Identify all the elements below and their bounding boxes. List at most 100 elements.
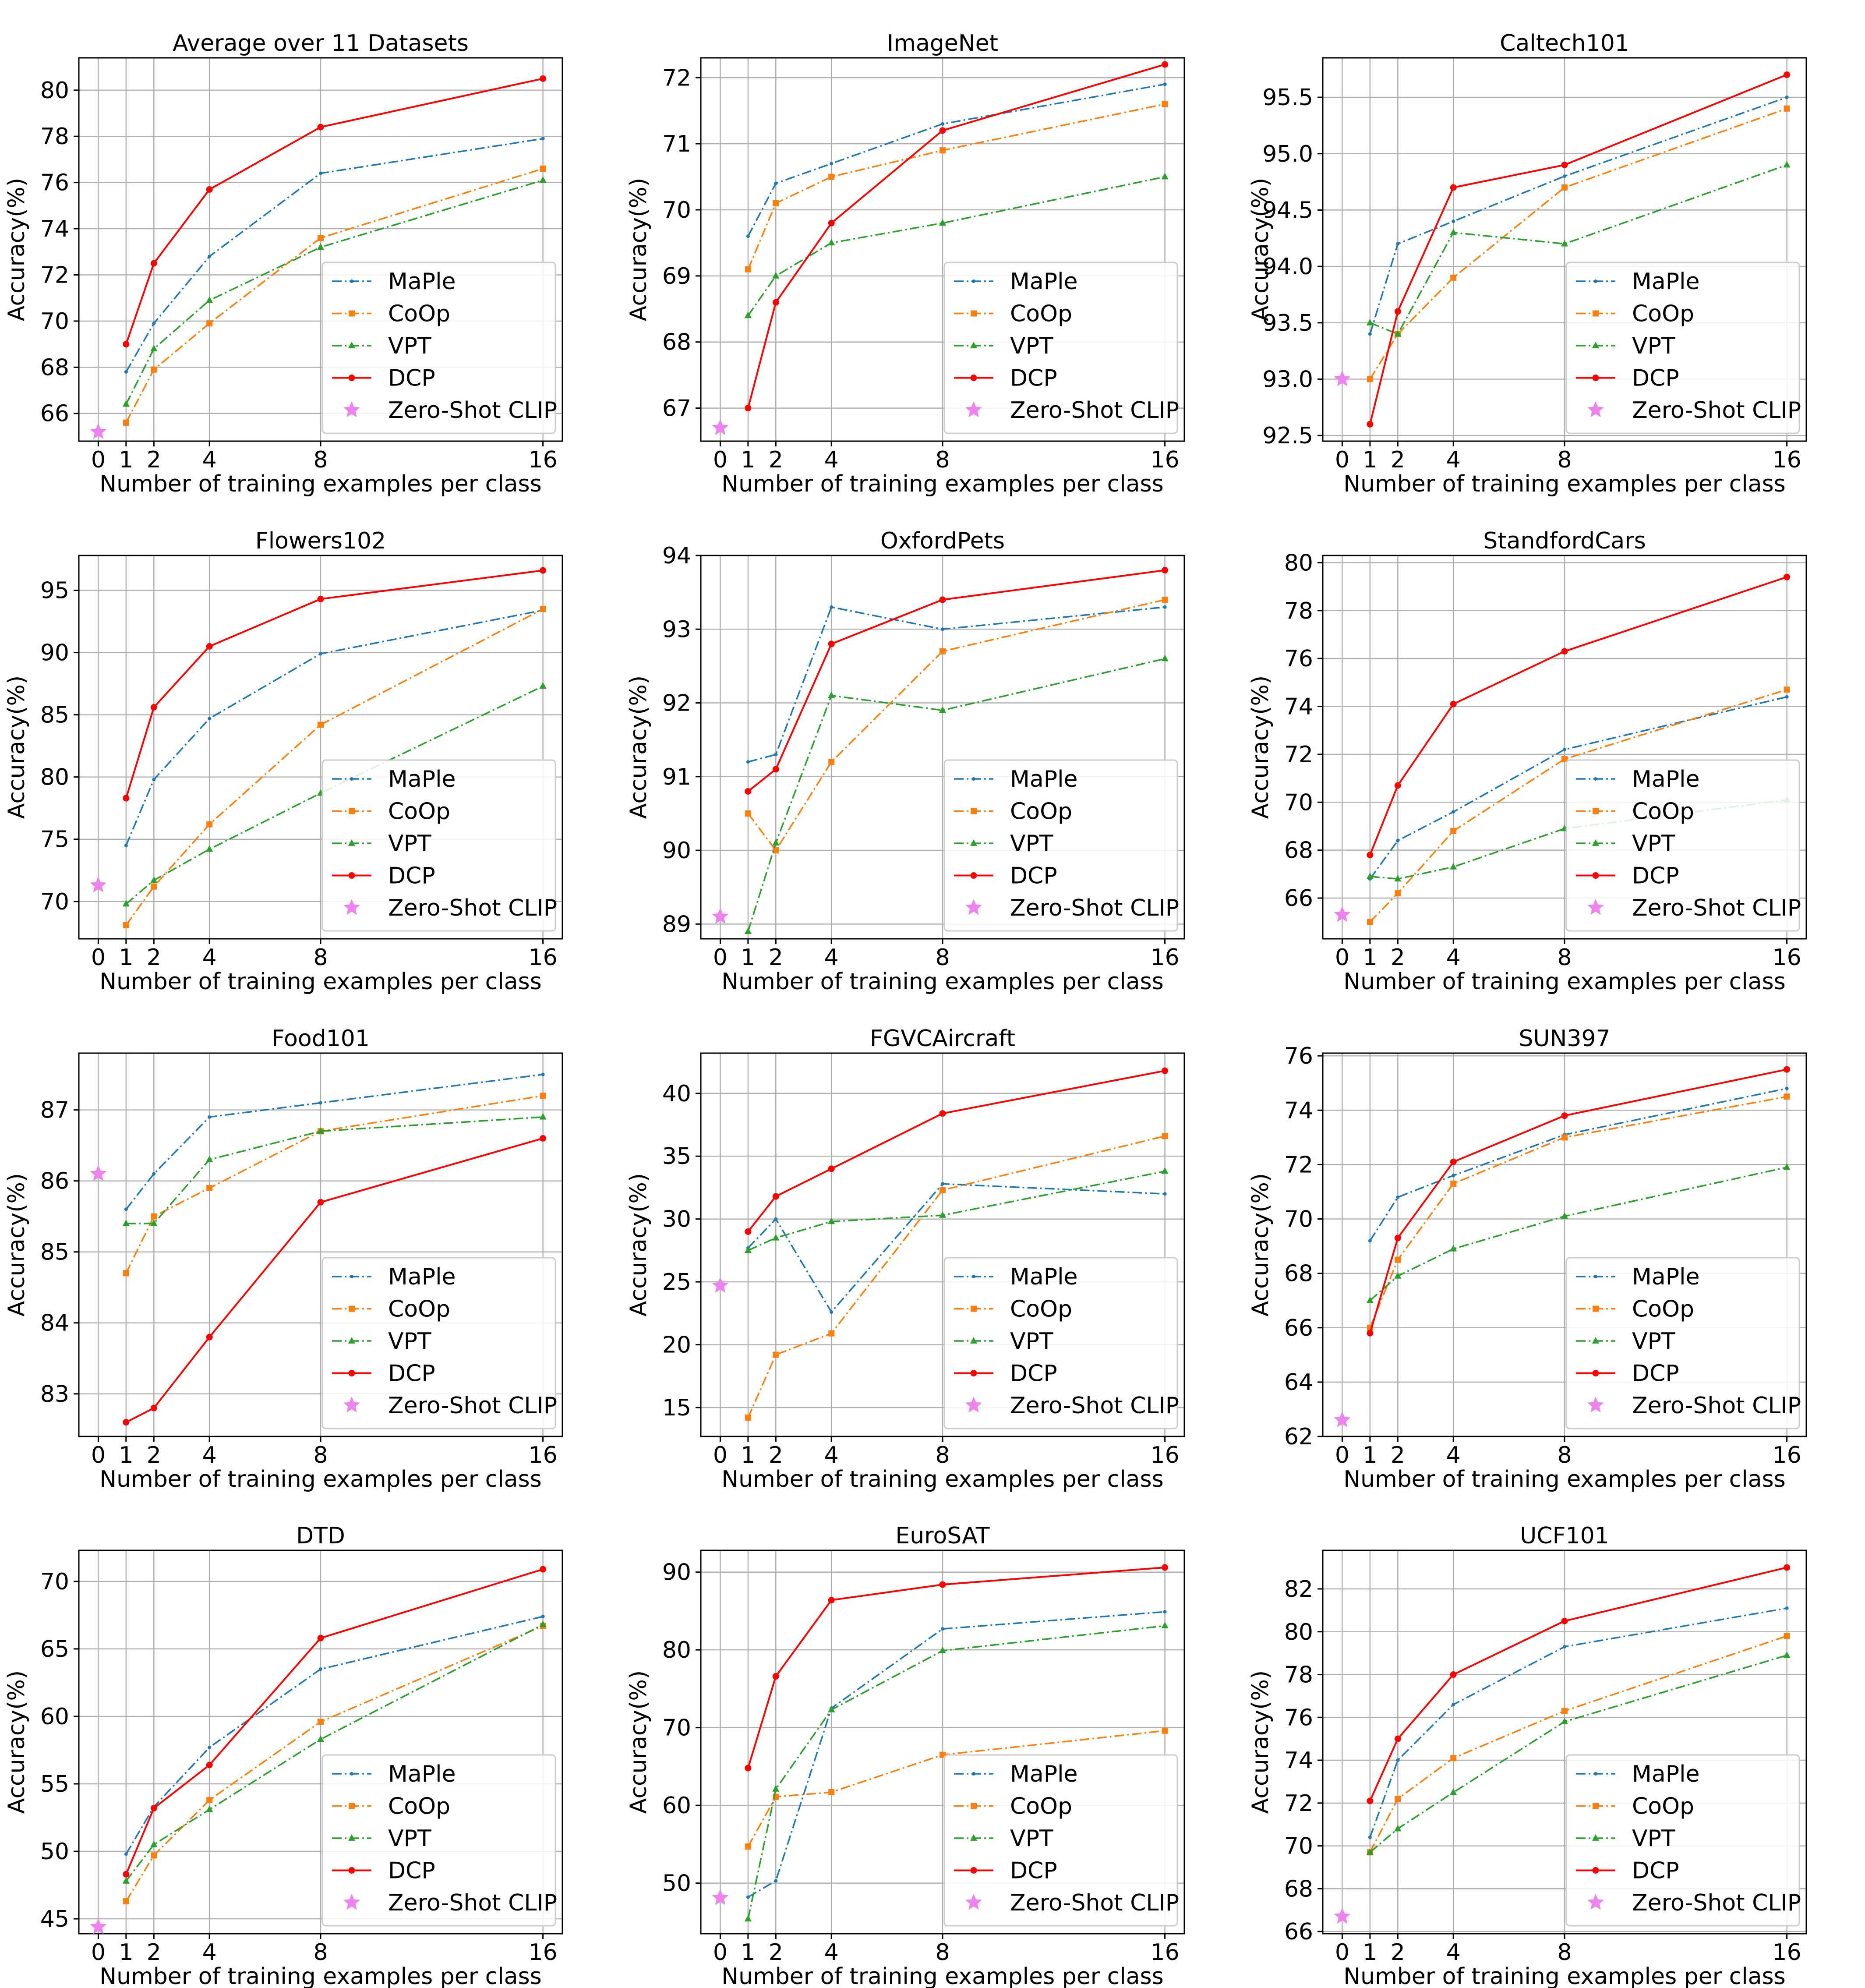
x-tick-label: 1 (1363, 944, 1377, 971)
panel-title: ImageNet (887, 30, 998, 57)
y-axis-label: Accuracy(%) (4, 676, 30, 819)
data-point-coop (123, 419, 129, 426)
series-line-maple (125, 1073, 543, 1210)
x-tick-label: 16 (1773, 447, 1801, 473)
data-point-zero-shot-clip (90, 1918, 107, 1934)
legend-marker-coop (349, 1305, 355, 1312)
legend-label: MaPle (1010, 1761, 1078, 1787)
legend-marker-dcp (348, 1370, 355, 1376)
data-point-dcp (772, 299, 779, 306)
data-point-zero-shot-clip (90, 876, 107, 892)
y-tick-label: 75 (40, 827, 69, 853)
panel-title: Average over 11 Datasets (173, 30, 469, 57)
y-tick-label: 45 (40, 1906, 69, 1932)
y-tick-label: 80 (1284, 1619, 1313, 1645)
y-tick-label: 66 (1284, 1315, 1313, 1341)
data-point-maple (208, 717, 212, 721)
legend-label: MaPle (1632, 766, 1700, 792)
legend-label: DCP (1010, 365, 1057, 392)
x-tick-label: 4 (1446, 1939, 1461, 1966)
x-tick-label: 4 (1446, 447, 1461, 473)
legend: MaPle CoOp VPT DCP Zero-Shot CLIP (1565, 759, 1801, 932)
panel-title: EuroSAT (895, 1523, 989, 1549)
data-point-vpt (1450, 1788, 1457, 1795)
x-axis-label: Number of training examples per class (1343, 1963, 1785, 1988)
data-point-dcp (317, 124, 324, 131)
y-tick-label: 70 (40, 1569, 69, 1595)
legend-label: CoOp (1632, 301, 1694, 327)
data-point-dcp (1394, 1735, 1401, 1742)
data-point-vpt (1783, 161, 1791, 168)
x-tick-label: 4 (202, 447, 217, 473)
x-tick-label: 4 (202, 1939, 217, 1966)
data-point-dcp (317, 1634, 324, 1641)
y-tick-label: 15 (662, 1395, 691, 1421)
x-axis-label: Number of training examples per class (1343, 969, 1785, 995)
legend-label: DCP (388, 365, 435, 392)
data-point-dcp (1394, 1235, 1401, 1242)
y-tick-label: 76 (1284, 1043, 1313, 1069)
y-tick-label: 91 (662, 764, 691, 790)
legend-marker-dcp (348, 375, 355, 381)
data-point-coop (318, 1719, 324, 1725)
data-point-coop (540, 1093, 546, 1099)
series-line-maple (748, 606, 1165, 763)
x-tick-label: 0 (1335, 447, 1349, 473)
legend-marker-dcp (970, 375, 977, 381)
legend-label: VPT (388, 1825, 431, 1852)
y-tick-label: 70 (1284, 1206, 1313, 1233)
data-point-dcp (828, 1165, 835, 1172)
data-point-coop (773, 847, 779, 854)
legend-label: CoOp (1632, 799, 1694, 825)
data-point-coop (745, 810, 751, 817)
data-point-vpt (1161, 654, 1169, 661)
data-point-vpt (317, 1127, 325, 1134)
y-tick-label: 90 (40, 640, 69, 666)
y-tick-label: 94.0 (1262, 254, 1313, 280)
data-point-coop (1784, 1633, 1790, 1639)
x-tick-label: 0 (91, 447, 106, 473)
data-point-dcp (540, 75, 547, 82)
data-point-coop (151, 883, 157, 890)
legend-label: VPT (1632, 333, 1675, 359)
series-line-coop (747, 103, 1165, 270)
y-tick-label: 80 (662, 1637, 691, 1663)
legend-label: DCP (1632, 1858, 1679, 1884)
x-tick-label: 2 (1391, 447, 1405, 473)
data-point-dcp (1162, 1067, 1169, 1074)
y-tick-label: 62 (1284, 1424, 1313, 1450)
data-point-vpt (828, 239, 835, 246)
data-point-zero-shot-clip (712, 1889, 729, 1905)
legend-marker-zero-shot-clip (965, 899, 982, 915)
data-point-dcp (206, 186, 213, 193)
x-tick-label: 2 (769, 944, 783, 971)
data-point-maple (1368, 332, 1372, 336)
y-tick-label: 64 (1284, 1369, 1313, 1396)
data-point-coop (745, 266, 751, 272)
data-point-dcp (1450, 1671, 1457, 1678)
y-axis-label: Accuracy(%) (4, 178, 30, 321)
data-point-dcp (828, 1597, 835, 1604)
x-tick-label: 8 (935, 944, 950, 971)
data-point-vpt (1561, 1212, 1568, 1219)
x-tick-label: 1 (119, 1442, 133, 1468)
data-point-coop (1561, 756, 1568, 762)
legend-label: DCP (1010, 863, 1057, 889)
x-tick-label: 4 (824, 447, 839, 473)
x-tick-label: 16 (1151, 1442, 1180, 1468)
legend-box (321, 262, 556, 434)
data-point-vpt (744, 311, 752, 318)
legend-label: MaPle (1632, 1264, 1700, 1290)
y-tick-label: 92 (662, 690, 691, 717)
data-point-maple (774, 1217, 778, 1221)
legend-marker-maple (1594, 279, 1597, 283)
data-point-vpt (122, 400, 130, 407)
legend-label: DCP (388, 1361, 435, 1387)
legend-marker-coop (349, 808, 355, 814)
legend-label: Zero-Shot CLIP (388, 397, 557, 424)
data-point-vpt (1450, 863, 1457, 870)
